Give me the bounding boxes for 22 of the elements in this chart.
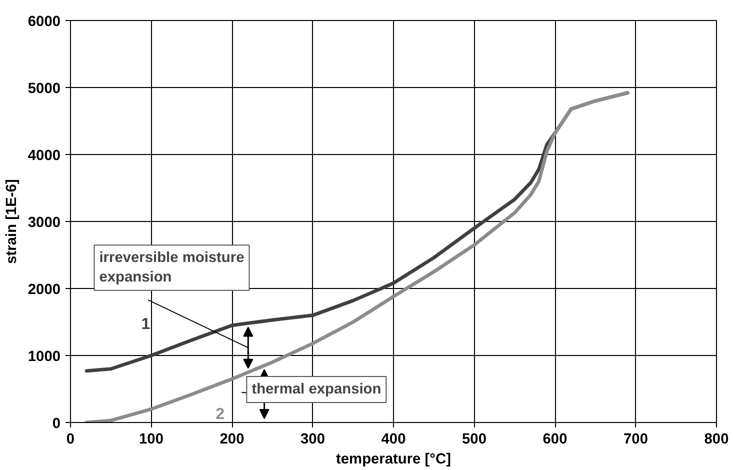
x-tick-label: 400 xyxy=(381,432,406,448)
x-tick-label: 700 xyxy=(624,432,648,448)
annotation: thermal expansion xyxy=(252,382,382,398)
x-tick-label: 500 xyxy=(462,432,486,448)
series-label: 2 xyxy=(216,406,225,423)
y-tick-label: 2000 xyxy=(28,282,61,298)
x-tick-label: 600 xyxy=(542,432,568,448)
x-tick-label: 200 xyxy=(220,432,244,448)
x-tick-label: 300 xyxy=(300,432,325,448)
y-tick-label: 1000 xyxy=(28,349,61,365)
x-axis-title: temperature [°C] xyxy=(336,452,452,468)
y-tick-label: 0 xyxy=(52,416,61,432)
y-tick-label: 3000 xyxy=(28,215,61,231)
y-tick-label: 4000 xyxy=(28,148,61,164)
series-label: 1 xyxy=(141,316,150,334)
y-axis-title: strain [1E-6] xyxy=(4,179,20,264)
x-tick-label: 0 xyxy=(66,432,75,448)
y-tick-label: 5000 xyxy=(28,81,61,97)
y-tick-label: 6000 xyxy=(28,14,61,30)
x-tick-label: 100 xyxy=(139,432,164,448)
annotation: irreversible moisture expansion xyxy=(99,250,244,286)
x-tick-label: 800 xyxy=(704,432,729,448)
